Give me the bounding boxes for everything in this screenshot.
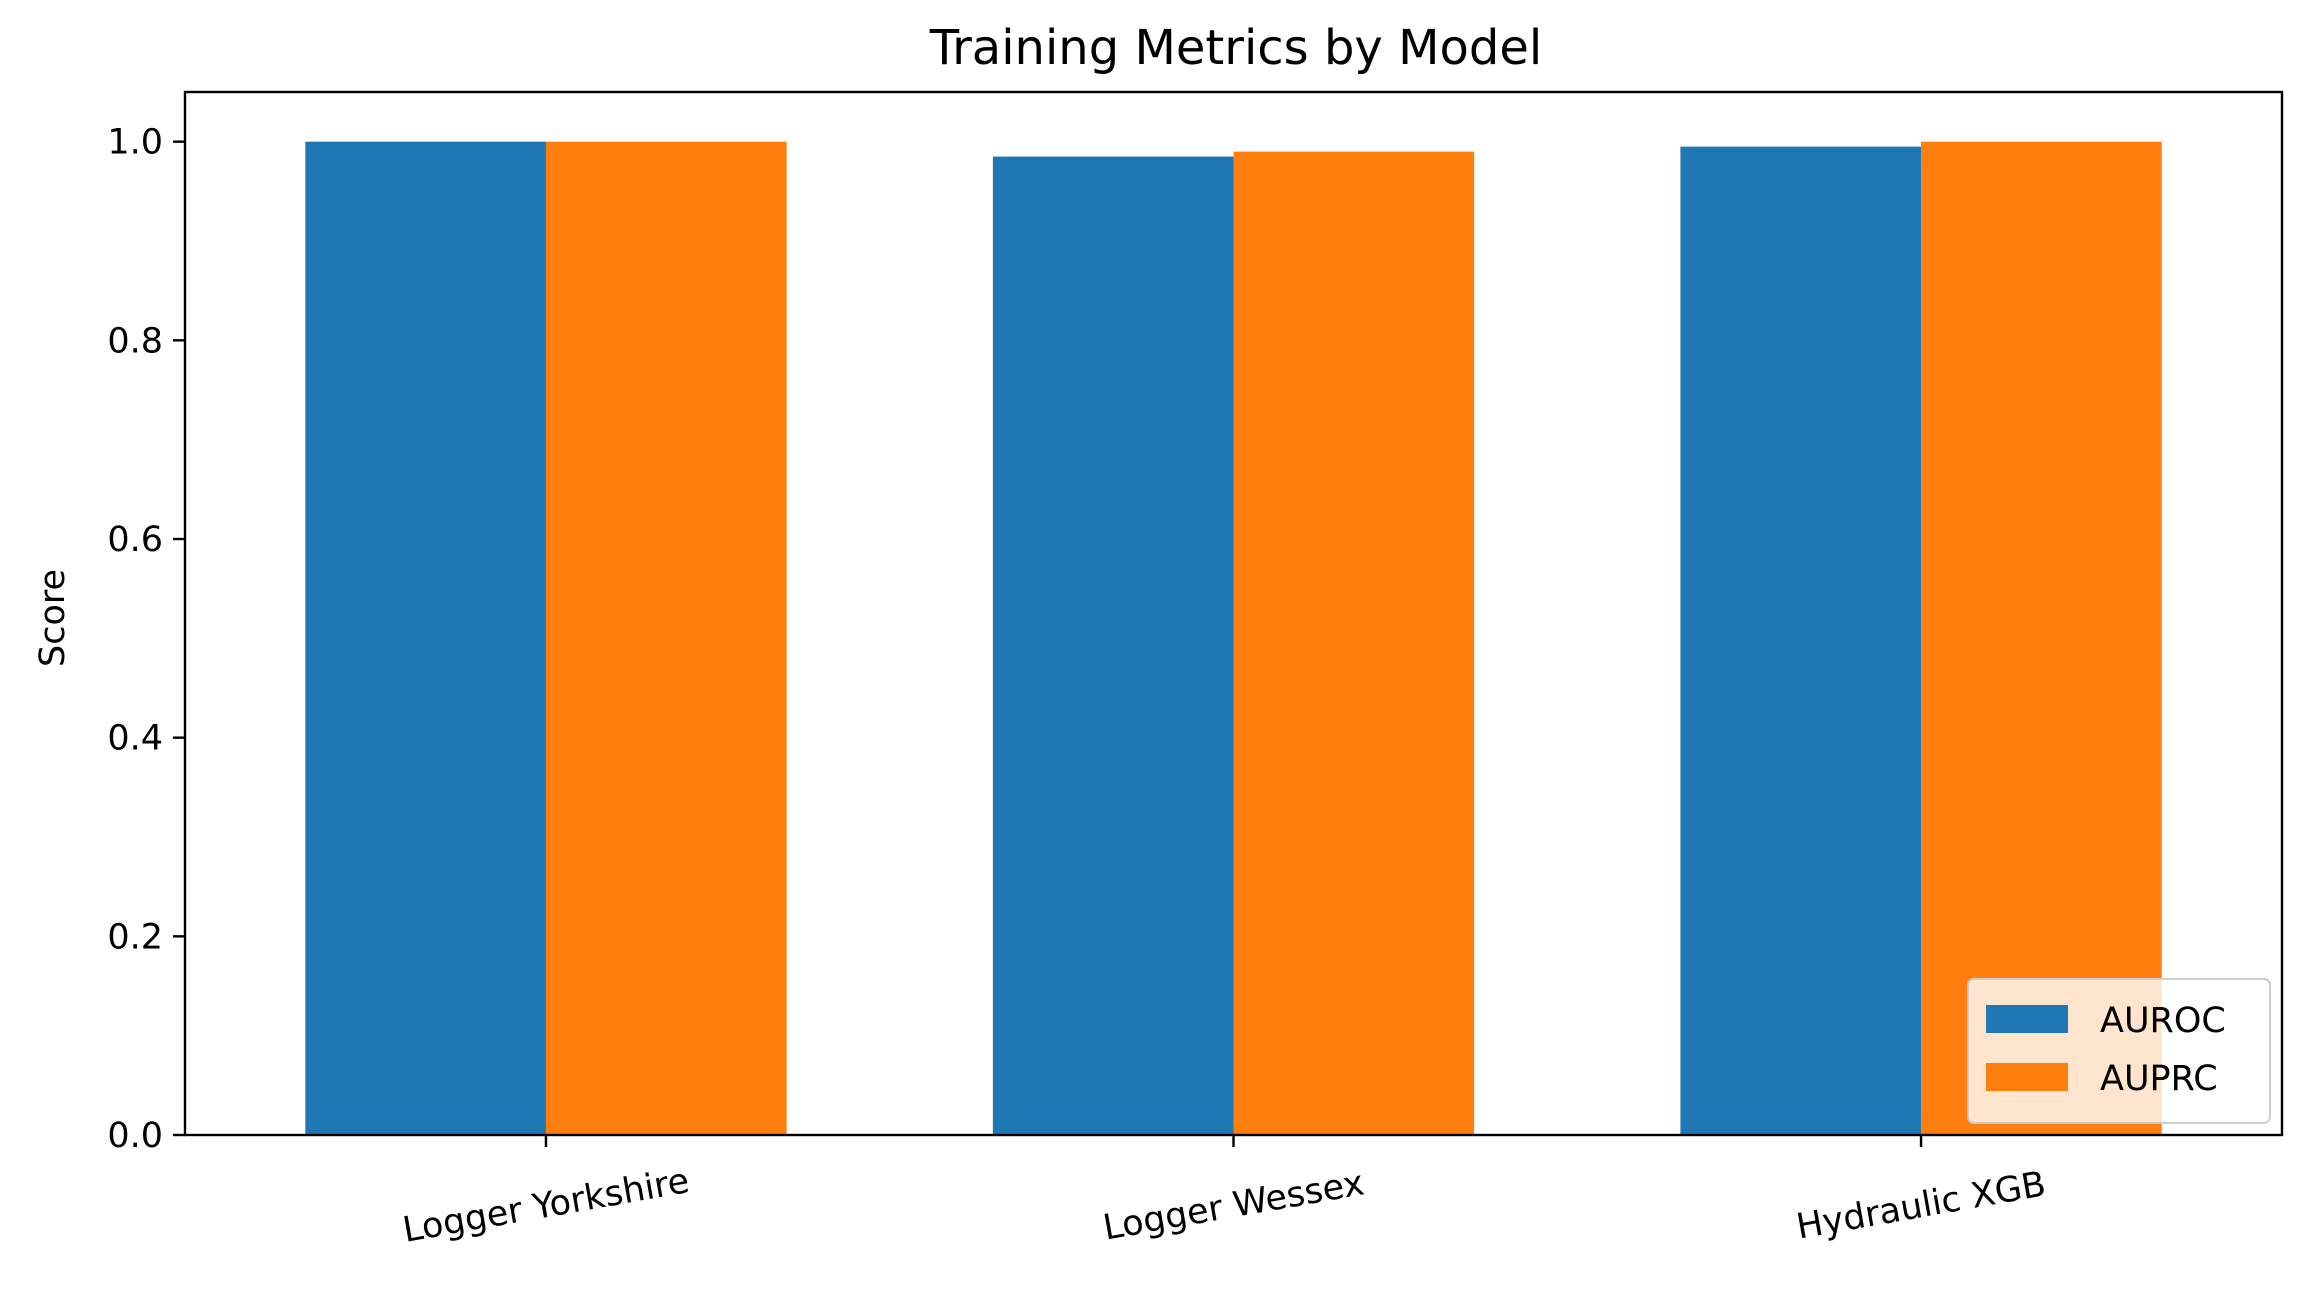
y-tick-label-1: 0.2 [107, 917, 163, 957]
bar-auprc-0 [545, 141, 787, 1135]
legend-swatch-auprc [1986, 1063, 2068, 1091]
legend-label-auprc: AUPRC [2100, 1059, 2218, 1099]
y-tick-label-5: 1.0 [107, 123, 163, 163]
y-axis-label: Score [33, 569, 73, 667]
legend: AUROC AUPRC [1967, 978, 2271, 1124]
y-tick-label-0: 0.0 [107, 1116, 163, 1156]
bar-auroc-0 [305, 141, 546, 1135]
y-tick-label-2: 0.4 [107, 719, 163, 759]
chart-title: Training Metrics by Model [929, 20, 1542, 76]
legend-label-auroc: AUROC [2100, 1001, 2226, 1041]
bar-auprc-1 [1233, 151, 1475, 1136]
bar-auprc-2 [1921, 141, 2162, 1135]
y-tick-label-3: 0.6 [107, 520, 163, 560]
bar-auroc-1 [992, 156, 1234, 1136]
y-ticks: 0.0 0.2 0.4 0.6 0.8 1.0 [107, 123, 185, 1156]
y-tick-label-4: 0.8 [107, 321, 163, 361]
legend-swatch-auroc [1986, 1005, 2068, 1033]
bar-auroc-2 [1680, 146, 1922, 1136]
bars-layer [305, 141, 2162, 1136]
